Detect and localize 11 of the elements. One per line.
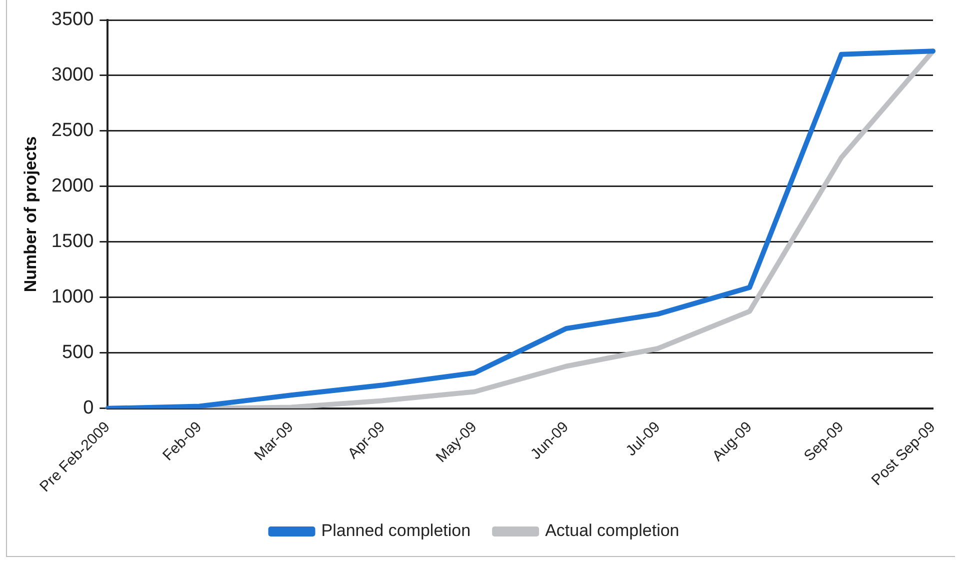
legend-label: Planned completion <box>321 521 471 540</box>
y-tick-label: 500 <box>62 342 94 364</box>
y-tick-label: 0 <box>83 398 94 419</box>
y-tick-label: 1000 <box>51 286 94 308</box>
legend-label: Actual completion <box>545 521 680 540</box>
y-tick-label: 2500 <box>51 120 94 142</box>
y-tick-label: 3500 <box>51 9 94 30</box>
y-axis-title: Number of projects <box>20 136 40 292</box>
y-tick-label: 2000 <box>51 176 94 197</box>
y-tick-label: 3000 <box>51 64 94 86</box>
y-tick-label: 1500 <box>51 231 94 252</box>
